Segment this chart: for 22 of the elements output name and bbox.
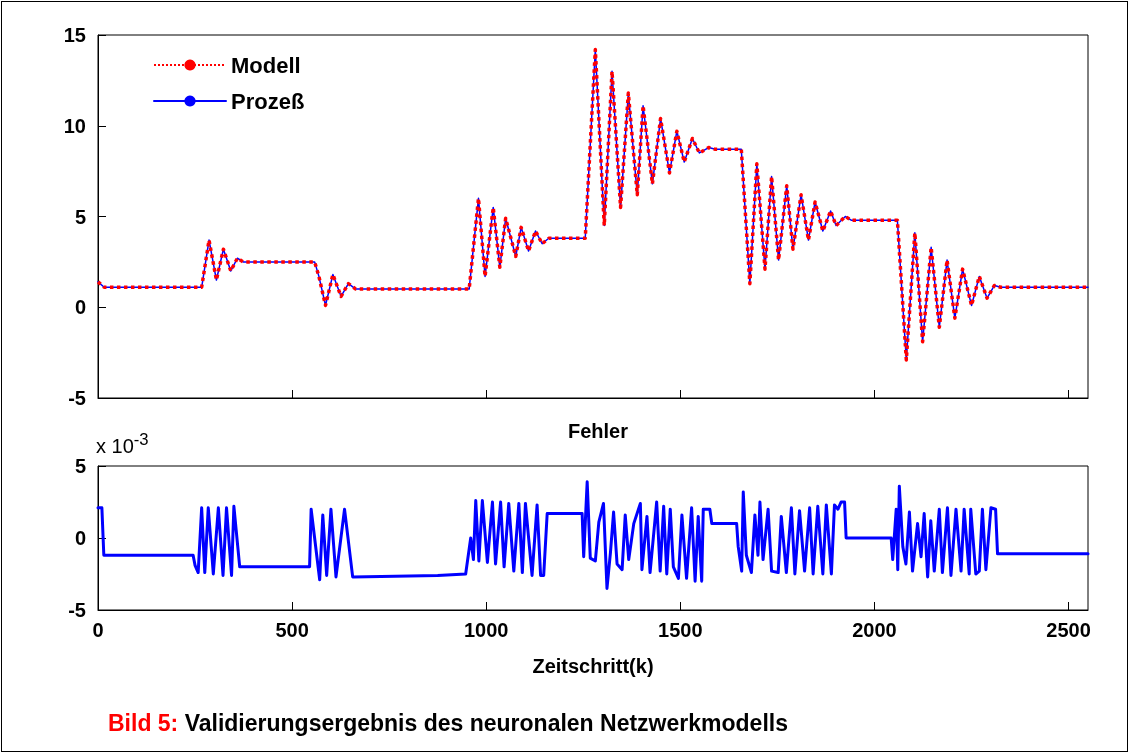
y-tick-label: -5: [68, 599, 86, 621]
y-tick-label: 0: [74, 527, 86, 549]
y-tick-label: 5: [74, 205, 86, 228]
x-tick-label: 500: [275, 619, 309, 641]
text: Bild 5:: [108, 710, 179, 736]
text: x 10$^{-3}$: [96, 430, 149, 458]
y-tick-label: 5: [74, 455, 86, 477]
y-tick-label: 10: [63, 114, 86, 137]
y-tick-label: 0: [74, 296, 86, 319]
y-tick-label: 15: [63, 24, 86, 46]
chart-title: Fehler: [567, 420, 629, 442]
legend-label: Prozeß: [231, 88, 305, 114]
text: Validierungsergebnis des neuronalen Netzwerkmodells: [183, 710, 788, 736]
x-tick-label: 2500: [1046, 619, 1091, 641]
x-tick-label: 0: [92, 619, 104, 641]
line-series: [96, 480, 1090, 590]
x-tick-label: 1000: [463, 619, 509, 641]
x-axis-title: Zeitschritt(k): [532, 655, 654, 677]
x-tick-label: 2000: [852, 619, 897, 641]
legend-label: Modell: [231, 52, 301, 78]
y-tick-label: -5: [68, 387, 86, 409]
x-tick-label: 1500: [658, 619, 703, 641]
